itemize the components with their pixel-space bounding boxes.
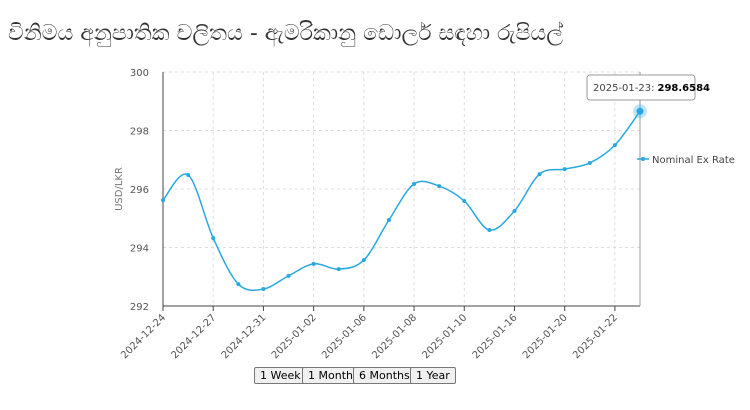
legend-label: Nominal Ex Rate <box>652 155 735 166</box>
tooltip: 2025-01-23: 298.6584 <box>593 83 710 94</box>
point <box>311 261 316 266</box>
chart: විනිමය අනුපාතික චලිතය - ඇමරිකානු ඩොලර් ස… <box>8 20 735 360</box>
x-tick-label: 2024-12-27 <box>169 312 218 360</box>
point <box>336 267 341 272</box>
point <box>186 172 191 177</box>
point <box>636 107 644 115</box>
range-button[interactable]: 6 Months <box>353 367 416 384</box>
x-tick-label: 2025-01-02 <box>270 312 319 360</box>
point <box>236 282 241 287</box>
point <box>412 182 417 187</box>
point <box>211 236 216 241</box>
range-button[interactable]: 1 Year <box>410 367 456 384</box>
point <box>562 167 567 172</box>
range-button[interactable]: 1 Week <box>254 367 307 384</box>
y-tick-label: 294 <box>130 244 149 255</box>
point <box>587 160 592 165</box>
range-button[interactable]: 1 Month <box>302 367 359 384</box>
x-tick-label: 2025-01-08 <box>370 312 419 360</box>
x-tick-label: 2024-12-31 <box>220 312 269 360</box>
y-tick-label: 292 <box>130 302 149 313</box>
chart-title: විනිමය අනුපාතික චලිතය - ඇමරිකානු ඩොලර් ස… <box>8 20 563 47</box>
point <box>437 184 442 189</box>
legend-marker <box>641 157 645 161</box>
point <box>286 273 291 278</box>
y-tick-label: 300 <box>130 68 149 79</box>
line <box>162 110 641 292</box>
point <box>161 198 165 203</box>
x-tick-label: 2025-01-20 <box>521 312 570 360</box>
tooltip-box <box>586 74 696 101</box>
x-tick-label: 2025-01-10 <box>421 312 470 360</box>
y-tick-label: 296 <box>130 185 149 196</box>
tooltip-date: 2025-01-23: <box>593 83 654 94</box>
x-tick-label: 2025-01-22 <box>571 312 620 360</box>
y-axis-label: USD/LKR <box>114 167 125 211</box>
x-tick-label: 2025-01-16 <box>471 312 520 360</box>
x-tick-label: 2025-01-06 <box>320 312 369 360</box>
point <box>612 143 617 148</box>
point <box>361 258 366 263</box>
point <box>487 227 492 232</box>
y-tick-label: 298 <box>130 127 149 138</box>
point <box>537 172 542 177</box>
tooltip-value: 298.6584 <box>657 83 710 94</box>
point <box>386 218 391 223</box>
x-tick-label: 2024-12-24 <box>119 312 168 360</box>
point <box>261 287 266 292</box>
point <box>462 198 467 203</box>
point <box>512 208 517 213</box>
